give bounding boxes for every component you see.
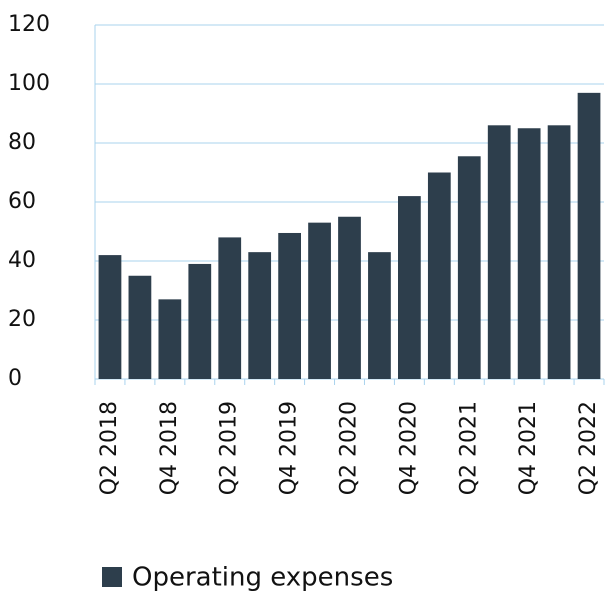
bar	[98, 255, 122, 379]
bar	[368, 252, 391, 379]
y-tick-label: 100	[8, 71, 50, 96]
y-tick-label: 60	[8, 189, 36, 214]
x-tick-label: Q2 2018	[97, 401, 122, 495]
y-tick-label: 120	[8, 12, 50, 37]
y-tick-label: 40	[8, 248, 36, 273]
bar	[517, 128, 541, 379]
y-tick-label: 20	[8, 307, 36, 332]
bar	[338, 216, 361, 379]
bar	[427, 172, 451, 379]
bar	[218, 237, 242, 379]
bar	[308, 222, 331, 379]
bar	[398, 196, 421, 379]
x-tick-label: Q4 2018	[157, 401, 182, 495]
bar	[188, 263, 212, 379]
bar	[487, 125, 511, 379]
legend-label: Operating expenses	[132, 563, 393, 593]
bar	[457, 156, 481, 379]
x-tick-label: Q2 2019	[217, 401, 242, 495]
bar	[158, 299, 182, 379]
bar	[248, 252, 272, 379]
bar	[547, 125, 571, 379]
y-tick-label: 0	[8, 366, 22, 391]
bar	[278, 232, 301, 379]
x-tick-label: Q2 2020	[337, 401, 362, 495]
bar	[128, 275, 152, 379]
x-tick-label: Q2 2021	[456, 401, 481, 495]
x-tick-label: Q2 2022	[576, 401, 601, 495]
x-tick-label: Q4 2021	[516, 401, 541, 495]
y-tick-label: 80	[8, 130, 36, 155]
x-tick-label: Q4 2020	[396, 401, 421, 495]
x-tick-label: Q4 2019	[277, 401, 302, 495]
legend-swatch	[102, 567, 122, 587]
bar	[577, 92, 601, 379]
